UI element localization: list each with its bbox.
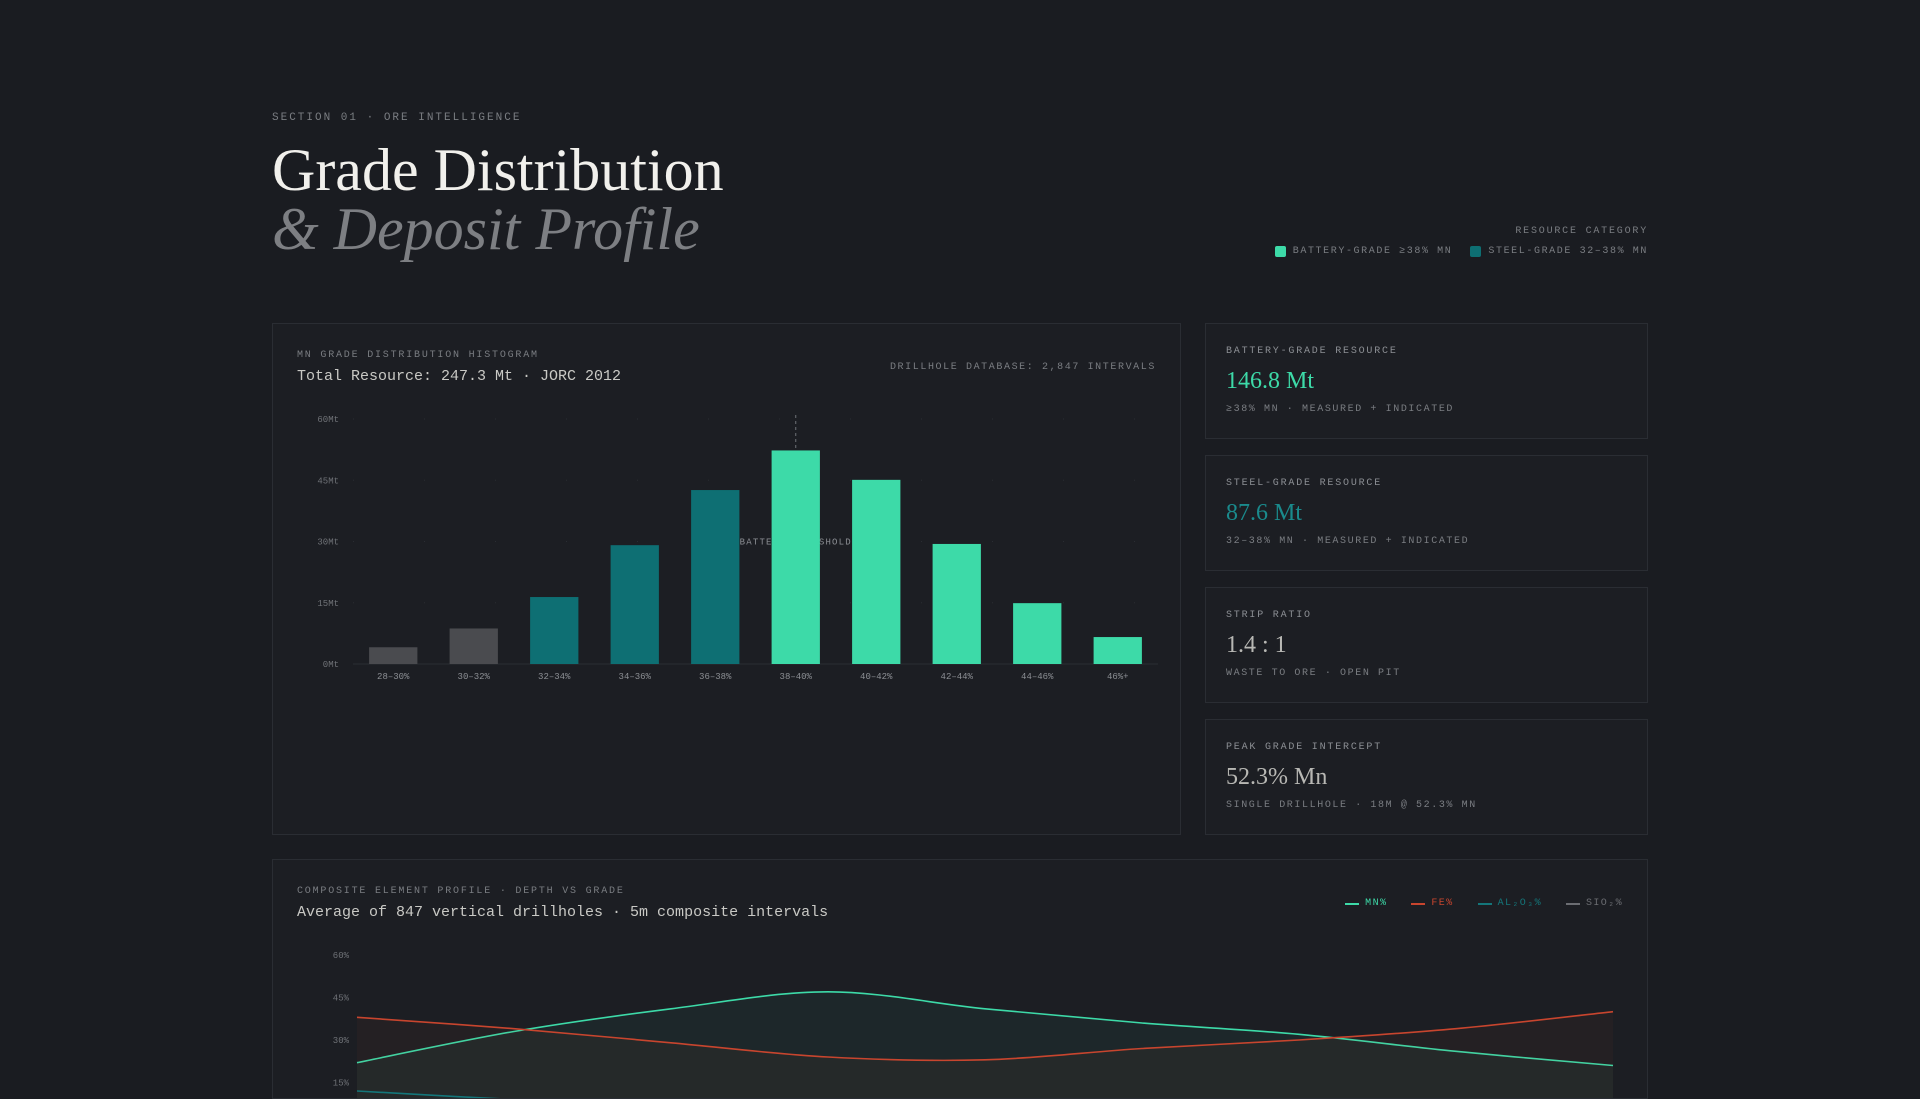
histogram-bar[interactable] bbox=[1013, 603, 1062, 664]
legend-dash bbox=[1477, 902, 1492, 905]
stat-value: 52.3% Mn bbox=[1226, 764, 1328, 790]
legend-label: SIO₂% bbox=[1585, 898, 1623, 909]
x-tick-label: 38–40% bbox=[780, 672, 813, 682]
element-legend: MN% FE% AL₂O₃% SIO₂% bbox=[1345, 898, 1623, 909]
profile-eyebrow: COMPOSITE ELEMENT PROFILE · DEPTH VS GRA… bbox=[297, 886, 625, 897]
x-tick-label: 36–38% bbox=[699, 672, 732, 682]
legend-item: MN% bbox=[1345, 898, 1387, 909]
page-title: Grade Distribution bbox=[272, 137, 724, 203]
x-tick-label: 40–42% bbox=[860, 672, 893, 682]
stat-card-strip-ratio: STRIP RATIO 1.4 : 1 WASTE TO ORE · OPEN … bbox=[1205, 587, 1648, 703]
y-tick-label: 45Mt bbox=[317, 476, 339, 486]
legend-label: FE% bbox=[1431, 898, 1454, 909]
grade-histogram-chart: BATTERY THRESHOLD 0Mt15Mt30Mt45Mt60Mt28–… bbox=[317, 415, 1158, 682]
series-area bbox=[357, 1011, 1613, 1098]
y-tick-label: 0Mt bbox=[323, 660, 339, 670]
stat-note: ≥38% MN · MEASURED + INDICATED bbox=[1226, 404, 1455, 415]
histogram-bar[interactable] bbox=[1093, 637, 1142, 664]
legend-item: AL₂O₃% bbox=[1477, 898, 1542, 909]
resource-category-legend: RESOURCE CATEGORY BATTERY-GRADE ≥38% MN … bbox=[1274, 226, 1648, 257]
histogram-bar[interactable] bbox=[610, 545, 659, 664]
y-tick-label: 60% bbox=[333, 951, 350, 961]
legend-item-battery: BATTERY-GRADE ≥38% MN bbox=[1274, 246, 1453, 257]
histogram-bar[interactable] bbox=[932, 543, 981, 664]
drillhole-database-note: DRILLHOLE DATABASE: 2,847 INTERVALS bbox=[889, 362, 1156, 373]
steel-swatch bbox=[1470, 246, 1482, 257]
histogram-bar[interactable] bbox=[691, 490, 740, 664]
stat-label: BATTERY-GRADE RESOURCE bbox=[1226, 346, 1398, 357]
histogram-bar[interactable] bbox=[530, 597, 579, 664]
y-tick-label: 60Mt bbox=[317, 415, 339, 425]
legend-label: AL₂O₃% bbox=[1497, 898, 1542, 909]
page-subtitle: & Deposit Profile bbox=[272, 196, 700, 262]
legend-item-steel: STEEL-GRADE 32–38% MN bbox=[1470, 246, 1648, 257]
legend-label-steel: STEEL-GRADE 32–38% MN bbox=[1488, 246, 1648, 257]
stat-label: STRIP RATIO bbox=[1226, 610, 1312, 621]
element-profile-chart: 15% 30% 45% 60% bbox=[333, 951, 1614, 1098]
stat-card-peak-grade: PEAK GRADE INTERCEPT 52.3% Mn SINGLE DRI… bbox=[1205, 719, 1648, 835]
legend-label: MN% bbox=[1365, 898, 1388, 909]
stat-value: 146.8 Mt bbox=[1226, 368, 1315, 394]
stat-value: 1.4 : 1 bbox=[1226, 632, 1287, 658]
stat-note: SINGLE DRILLHOLE · 18M @ 52.3% MN bbox=[1226, 800, 1477, 811]
series-area bbox=[357, 991, 1613, 1098]
legend-title: RESOURCE CATEGORY bbox=[1515, 226, 1648, 237]
histogram-bar[interactable] bbox=[449, 628, 498, 664]
stat-label: STEEL-GRADE RESOURCE bbox=[1226, 478, 1383, 489]
element-profile-panel: COMPOSITE ELEMENT PROFILE · DEPTH VS GRA… bbox=[272, 859, 1648, 1099]
profile-subtitle: Average of 847 vertical drillholes · 5m … bbox=[297, 904, 829, 921]
stat-note: 32–38% MN · MEASURED + INDICATED bbox=[1226, 536, 1470, 547]
series-line[interactable] bbox=[356, 991, 1614, 1067]
legend-label-battery: BATTERY-GRADE ≥38% MN bbox=[1292, 246, 1453, 257]
stat-value: 87.6 Mt bbox=[1226, 500, 1303, 526]
x-tick-label: 34–36% bbox=[619, 672, 652, 682]
stat-card-steel: STEEL-GRADE RESOURCE 87.6 Mt 32–38% MN ·… bbox=[1205, 455, 1648, 571]
legend-dash bbox=[1345, 902, 1360, 905]
histogram-eyebrow: MN GRADE DISTRIBUTION HISTOGRAM bbox=[297, 350, 539, 361]
y-tick-label: 15% bbox=[333, 1079, 350, 1089]
x-tick-label: 44–46% bbox=[1021, 672, 1054, 682]
legend-dash bbox=[1411, 902, 1426, 905]
x-tick-label: 30–32% bbox=[458, 672, 491, 682]
stat-label: PEAK GRADE INTERCEPT bbox=[1226, 742, 1383, 753]
battery-swatch bbox=[1274, 246, 1286, 257]
series-line[interactable] bbox=[356, 1010, 1614, 1062]
y-tick-label: 30% bbox=[333, 1036, 350, 1046]
y-tick-label: 15Mt bbox=[317, 599, 339, 609]
legend-item: FE% bbox=[1411, 898, 1453, 909]
stat-note: WASTE TO ORE · OPEN PIT bbox=[1226, 668, 1401, 679]
histogram-bar[interactable] bbox=[771, 450, 820, 664]
legend-item: SIO₂% bbox=[1565, 898, 1623, 909]
histogram-bar[interactable] bbox=[369, 647, 418, 664]
x-tick-label: 46%+ bbox=[1107, 672, 1129, 682]
legend-dash bbox=[1565, 902, 1580, 905]
histogram-subtitle: Total Resource: 247.3 Mt · JORC 2012 bbox=[297, 368, 622, 385]
x-tick-label: 28–30% bbox=[377, 672, 410, 682]
x-tick-label: 42–44% bbox=[941, 672, 974, 682]
y-tick-label: 45% bbox=[333, 994, 350, 1004]
histogram-bar[interactable] bbox=[852, 479, 901, 664]
stat-card-battery: BATTERY-GRADE RESOURCE 146.8 Mt ≥38% MN … bbox=[1205, 323, 1648, 439]
histogram-panel: MN GRADE DISTRIBUTION HISTOGRAM Total Re… bbox=[272, 323, 1181, 835]
y-tick-label: 30Mt bbox=[317, 538, 339, 548]
x-tick-label: 32–34% bbox=[538, 672, 571, 682]
section-eyebrow: SECTION 01 · ORE INTELLIGENCE bbox=[272, 112, 522, 124]
